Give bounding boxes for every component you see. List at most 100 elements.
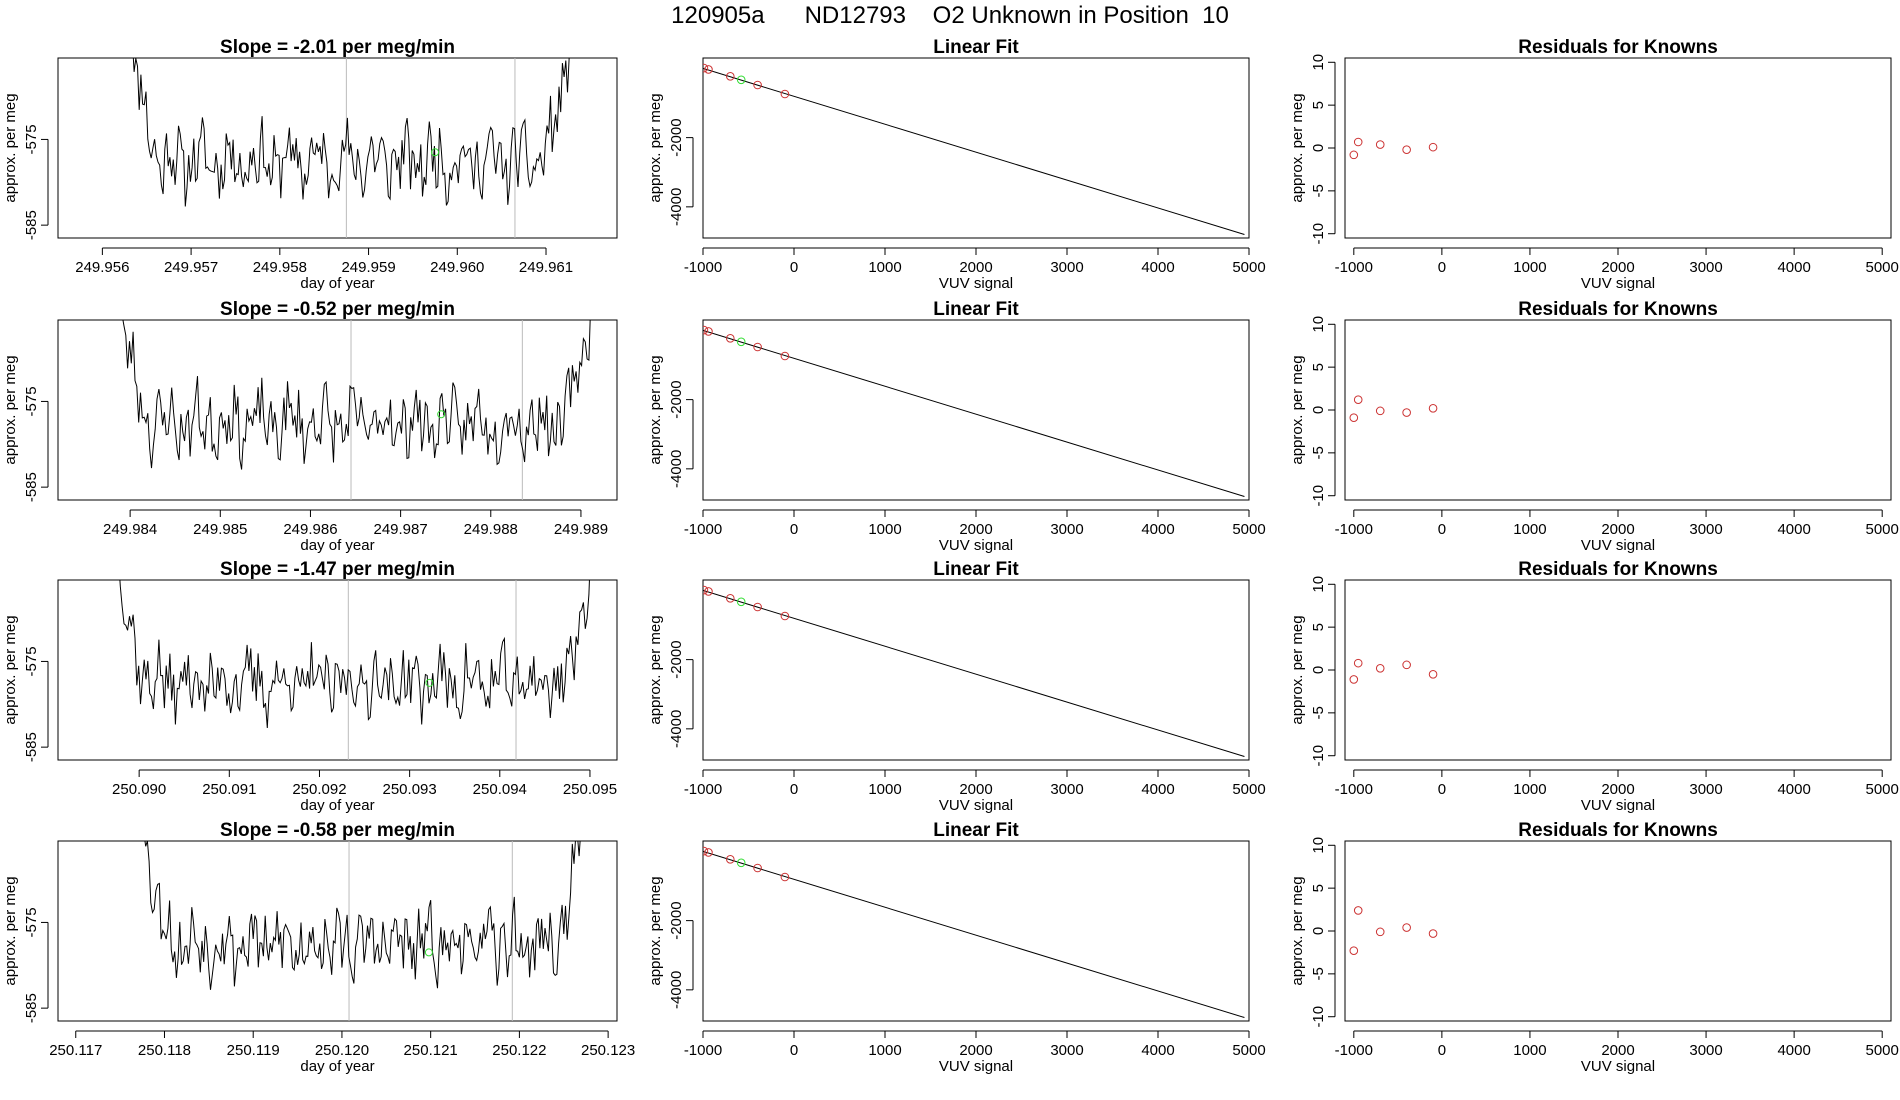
y-axis-label: approx. per meg [1289, 355, 1306, 464]
y-axis-label: approx. per meg [1289, 615, 1306, 724]
page-title: 120905a ND12793 O2 Unknown in Position 1… [671, 2, 1229, 29]
x-tick-label: 3000 [1050, 259, 1083, 276]
x-tick-label: 249.957 [164, 259, 218, 276]
known-point [704, 848, 713, 857]
y-tick-label: 10 [1310, 316, 1327, 333]
x-tick-label: 250.092 [292, 781, 346, 798]
known-point [703, 585, 709, 595]
x-tick-label: 4000 [1777, 1042, 1810, 1059]
x-axis-label: day of year [300, 797, 374, 814]
y-tick-label: 0 [1310, 144, 1327, 152]
x-axis-label: VUV signal [1581, 537, 1655, 554]
x-tick-label: -1000 [1335, 1042, 1373, 1059]
y-axis-label: approx. per meg [647, 615, 664, 724]
residual-point [1402, 923, 1411, 932]
known-point [753, 863, 762, 873]
x-tick-label: 250.120 [315, 1042, 369, 1059]
x-tick-label: 0 [1438, 259, 1446, 276]
fit-line [703, 589, 1245, 758]
x-tick-label: 250.122 [492, 1042, 546, 1059]
x-tick-label: 4000 [1141, 521, 1174, 538]
x-tick-label: 0 [790, 259, 798, 276]
plot-frame [702, 840, 1250, 1022]
y-tick-label: -585 [23, 472, 40, 502]
plot-area [703, 846, 1245, 1019]
y-axis-label: approx. per meg [647, 355, 664, 464]
panel-title: Linear Fit [933, 299, 1019, 320]
plot-frame [57, 319, 618, 501]
x-tick-label: 249.959 [341, 259, 395, 276]
plot-frame [702, 57, 1250, 239]
plot-frame [57, 840, 618, 1022]
y-tick-label: -575 [23, 907, 40, 937]
x-tick-label: 2000 [959, 781, 992, 798]
panel-linear-fit-1: Linear Fit -1000 0 1000 2000 3000 4000 5000 VUV … [647, 37, 1266, 292]
x-tick-label: 0 [790, 781, 798, 798]
residual-point [1375, 927, 1385, 937]
panel-title: Residuals for Knowns [1518, 299, 1718, 320]
x-tick-label: 4000 [1777, 259, 1810, 276]
known-point [780, 611, 790, 621]
y-tick-label: -4000 [668, 188, 685, 226]
residual-point [1353, 658, 1363, 668]
signal-line [119, 580, 590, 729]
x-tick-label: 249.961 [519, 259, 573, 276]
known-point [704, 327, 713, 336]
panel-title: Slope = -2.01 per meg/min [220, 37, 455, 58]
y-tick-label: -585 [23, 732, 40, 762]
y-tick-label: 5 [1310, 363, 1327, 371]
known-point [780, 872, 790, 882]
panel-residuals-2: Residuals for Knowns -1000 0 1000 2000 3000 40… [1289, 299, 1899, 554]
plot-frame [57, 579, 618, 761]
plot-area [703, 585, 1245, 758]
plot-frame [1344, 840, 1892, 1022]
panel-title: Linear Fit [933, 820, 1019, 841]
known-point [726, 72, 735, 81]
plot-frame [1344, 579, 1892, 761]
plot-area [1349, 137, 1438, 160]
x-tick-label: 2000 [959, 521, 992, 538]
signal-line [122, 320, 591, 470]
y-tick-label: 5 [1310, 884, 1327, 892]
x-tick-label: 2000 [1601, 521, 1634, 538]
panel-title: Slope = -0.52 per meg/min [220, 299, 455, 320]
x-tick-label: -1000 [1335, 521, 1373, 538]
plot-area [119, 580, 590, 760]
x-tick-label: 2000 [959, 259, 992, 276]
x-tick-label: 4000 [1141, 781, 1174, 798]
x-axis-label: VUV signal [939, 797, 1013, 814]
x-axis-label: VUV signal [939, 537, 1013, 554]
unknown-point [736, 597, 746, 607]
x-tick-label: -1000 [684, 781, 722, 798]
y-axis-label: approx. per meg [647, 876, 664, 985]
known-point [703, 325, 709, 335]
x-tick-label: 249.956 [75, 259, 129, 276]
x-tick-label: 0 [1438, 521, 1446, 538]
x-tick-label: 2000 [1601, 1042, 1634, 1059]
residual-point [1353, 395, 1363, 405]
x-tick-label: 1000 [868, 1042, 901, 1059]
x-tick-label: 3000 [1050, 521, 1083, 538]
y-tick-label: -4000 [668, 710, 685, 748]
panel-linear-fit-4: Linear Fit -1000 0 1000 2000 3000 4000 5000 VUV … [647, 820, 1266, 1075]
known-point [703, 63, 709, 73]
x-tick-label: 0 [1438, 1042, 1446, 1059]
plot-frame [702, 319, 1250, 501]
residual-point [1375, 663, 1385, 673]
panel-linear-fit-2: Linear Fit -1000 0 1000 2000 3000 4000 5000 VUV … [647, 299, 1266, 554]
y-tick-label: -5 [1310, 967, 1327, 980]
x-axis-label: VUV signal [1581, 797, 1655, 814]
y-tick-label: -10 [1310, 745, 1327, 767]
unknown-point [425, 678, 434, 687]
x-tick-label: 3000 [1050, 781, 1083, 798]
known-point [753, 342, 762, 352]
y-tick-label: -2000 [668, 901, 685, 939]
x-tick-label: 249.960 [430, 259, 484, 276]
y-axis-label: approx. per meg [2, 876, 19, 985]
plot-area [1349, 658, 1438, 684]
x-tick-label: 5000 [1232, 781, 1265, 798]
panel-time-series-1: Slope = -2.01 per meg/min 249.956 249.957 2… [2, 37, 618, 292]
known-point [704, 65, 713, 74]
